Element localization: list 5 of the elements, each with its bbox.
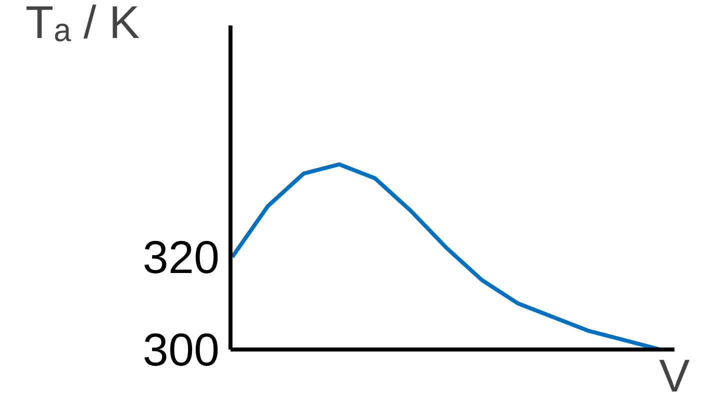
- y-tick-label: 320: [142, 230, 220, 283]
- y-axis-title: Tₐ / K: [26, 0, 140, 48]
- line-series: [230, 162, 662, 350]
- y-tick-label: 300: [142, 324, 220, 376]
- x-axis-title: V: [659, 350, 690, 402]
